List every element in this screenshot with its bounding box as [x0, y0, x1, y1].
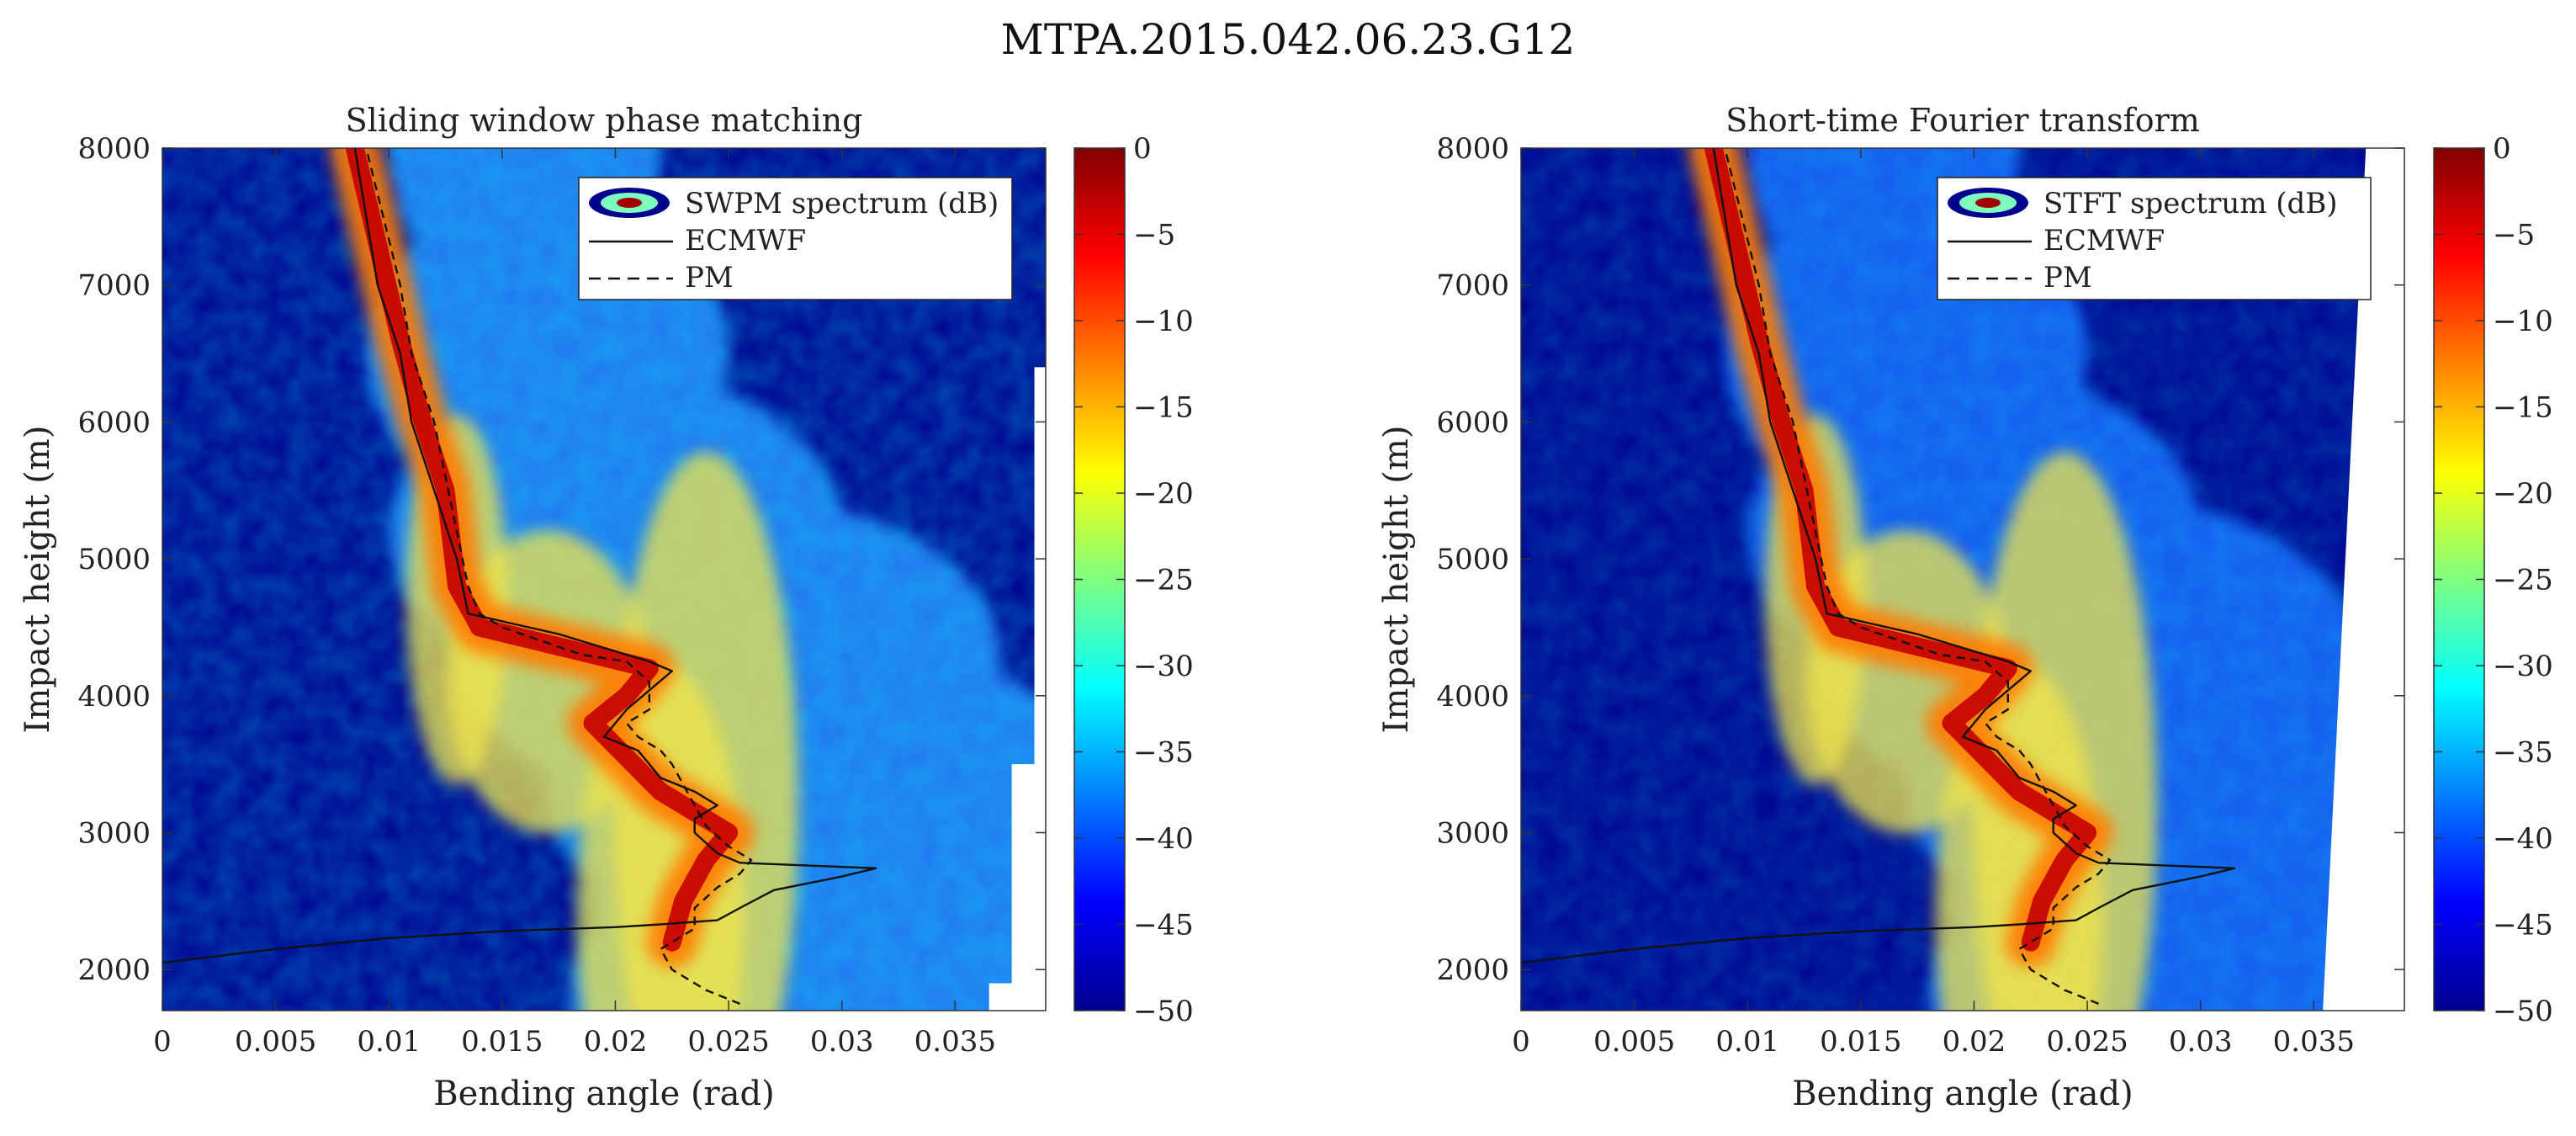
x-tick-label: 0.025	[687, 1025, 769, 1059]
x-tick-label: 0.035	[2273, 1025, 2355, 1059]
y-tick-label: 3000	[1436, 816, 1509, 850]
colorbar-tick-label: −15	[2493, 391, 2553, 425]
y-tick-label: 7000	[77, 269, 151, 303]
colorbar-tick-label: 0	[2493, 132, 2511, 166]
x-tick-label: 0.02	[584, 1025, 648, 1059]
y-axis-label: Impact height (m)	[19, 426, 57, 734]
y-tick-label: 2000	[77, 953, 151, 987]
axes-frame	[162, 147, 1047, 1011]
legend-entry-label: SWPM spectrum (dB)	[685, 187, 999, 220]
series-line-pm	[365, 148, 753, 1006]
series-line-pm	[1724, 148, 2112, 1006]
colorbar-tick-label: −20	[2493, 477, 2553, 511]
colorbar-tick-label: −15	[1133, 391, 1194, 425]
colorbar-tick-label: −10	[1133, 305, 1194, 338]
colorbar-tick-label: −30	[2493, 650, 2553, 683]
colorbar-tick-label: −50	[2493, 995, 2553, 1028]
panel-1: 0 0.005 0.01 0.015 0.02 0.025 0.03 0.035 2000 300…	[19, 102, 1194, 1113]
colorbar-tick-label: −40	[2493, 822, 2553, 856]
axes-frame	[1520, 147, 2405, 1011]
axes-title: Short-time Fourier transform	[1725, 102, 2200, 139]
x-tick-label: 0.02	[1943, 1025, 2006, 1059]
colorbar-tick-label: −25	[2493, 564, 2553, 597]
x-tick-label: 0	[153, 1025, 172, 1059]
no-data-region	[2323, 148, 2404, 1011]
x-tick-label: 0.025	[2046, 1025, 2128, 1059]
colorbar: 0 −5 −10 −15 −20 −25 −30 −35 −40 −45 −50	[2433, 132, 2553, 1028]
colorbar-tick-label: −25	[1133, 564, 1194, 597]
x-axis-label: Bending angle (rad)	[1792, 1075, 2133, 1113]
y-tick-label: 5000	[77, 543, 151, 576]
y-tick-label: 7000	[1436, 269, 1509, 303]
colorbar-tick-label: −10	[2493, 305, 2553, 338]
legend-entry-label: ECMWF	[2043, 224, 2165, 257]
x-tick-label: 0.03	[810, 1025, 874, 1059]
x-tick-label: 0.01	[357, 1025, 421, 1059]
x-tick-label: 0	[1512, 1025, 1530, 1059]
legend-entry-label: PM	[685, 261, 734, 295]
colorbar-tick-label: 0	[1133, 132, 1152, 166]
x-tick-label: 0.005	[1593, 1025, 1675, 1059]
x-tick-label: 0.01	[1715, 1025, 1779, 1059]
legend-entry-label: PM	[2043, 261, 2092, 295]
x-tick-label: 0.035	[914, 1025, 996, 1059]
colorbar-tick-label: −40	[1133, 822, 1194, 856]
legend-spectrum-swatch-inner	[1975, 198, 2001, 208]
x-tick-label: 0.005	[235, 1025, 316, 1059]
colorbar-tick-label: −5	[2493, 219, 2535, 252]
axes-title: Sliding window phase matching	[346, 102, 863, 139]
x-axis-label: Bending angle (rad)	[433, 1075, 775, 1113]
y-tick-label: 6000	[1436, 406, 1509, 439]
spectrum-field	[1521, 148, 2404, 1011]
y-tick-label: 4000	[1436, 680, 1509, 714]
y-tick-label: 4000	[77, 680, 151, 714]
spectrum-field	[162, 148, 1046, 1011]
colorbar-tick-label: −20	[1133, 477, 1194, 511]
colorbar-tick-label: −5	[1133, 219, 1175, 252]
x-tick-label: 0.015	[461, 1025, 543, 1059]
colorbar-tick-label: −35	[1133, 736, 1194, 770]
y-axis-label: Impact height (m)	[1377, 426, 1416, 734]
colorbar-tick-label: −45	[2493, 909, 2553, 942]
colorbar-tick-label: −50	[1133, 995, 1194, 1028]
x-tick-label: 0.03	[2169, 1025, 2233, 1059]
y-tick-label: 2000	[1436, 953, 1509, 987]
y-tick-label: 6000	[77, 406, 151, 439]
legend: SWPM spectrum (dB) ECMWF PM	[578, 177, 1013, 300]
legend-entry-label: STFT spectrum (dB)	[2043, 187, 2338, 220]
y-tick-label: 8000	[1436, 132, 1509, 166]
colorbar: 0 −5 −10 −15 −20 −25 −30 −35 −40 −45 −50	[1073, 132, 1194, 1028]
legend: STFT spectrum (dB) ECMWF PM	[1937, 177, 2372, 300]
legend-entry-label: ECMWF	[685, 224, 806, 257]
y-tick-label: 8000	[77, 132, 151, 166]
legend-spectrum-swatch-inner	[617, 198, 642, 208]
x-tick-label: 0.015	[1820, 1025, 1901, 1059]
series-line-ecmwf	[162, 148, 877, 964]
no-data-region	[989, 367, 1046, 1011]
colorbar-tick-label: −35	[2493, 736, 2553, 770]
figure-title: MTPA.2015.042.06.23.G12	[1000, 15, 1576, 64]
colorbar-tick-label: −45	[1133, 909, 1194, 942]
colorbar-tick-label: −30	[1133, 650, 1194, 683]
series-line-ecmwf	[1521, 148, 2236, 964]
y-tick-label: 5000	[1436, 543, 1509, 576]
panel-2: 0 0.005 0.01 0.015 0.02 0.025 0.03 0.035 2000 300…	[1377, 102, 2553, 1113]
y-tick-label: 3000	[77, 816, 151, 850]
